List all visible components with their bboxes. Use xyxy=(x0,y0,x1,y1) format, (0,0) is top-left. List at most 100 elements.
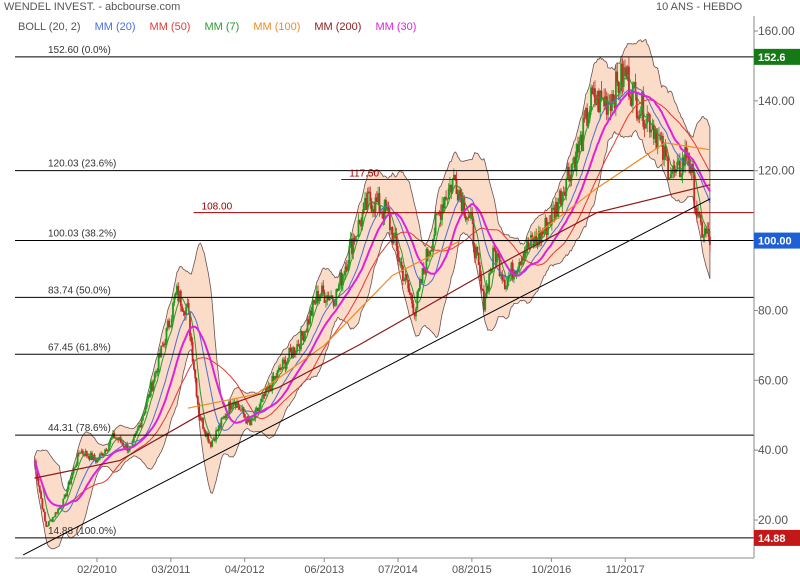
candle-body xyxy=(570,164,573,181)
candle-body xyxy=(139,425,142,428)
candle-body xyxy=(193,361,195,370)
candle-body xyxy=(305,331,308,332)
candle-body xyxy=(117,438,120,441)
candle-body xyxy=(343,274,346,276)
candle-body xyxy=(186,303,189,307)
candle-body xyxy=(511,262,514,280)
resistance-levels: 117.50 108.00 xyxy=(193,168,754,214)
candle-body xyxy=(76,452,79,465)
candle-body xyxy=(496,253,498,263)
candle-body xyxy=(630,98,633,106)
candle-body xyxy=(105,449,108,452)
fibonacci-levels: 152.60 (0.0%) 120.03 (23.6%) 100.03 (38.2%… xyxy=(15,45,754,539)
candle-body xyxy=(543,230,545,234)
y-tick-label: 140.00 xyxy=(758,94,795,108)
candle-body xyxy=(446,198,449,200)
fib-label: 120.03 (23.6%) xyxy=(48,159,116,170)
candle-body xyxy=(472,219,475,246)
candle-body xyxy=(207,432,210,442)
y-tick-label: 40.00 xyxy=(758,443,788,457)
candle-body xyxy=(375,197,378,203)
candle-body xyxy=(468,215,471,218)
candle-body xyxy=(498,256,501,276)
candle-body xyxy=(338,284,340,291)
candle-body xyxy=(132,437,135,442)
candle-body xyxy=(237,402,240,407)
candle-body xyxy=(560,190,562,206)
candle-body xyxy=(417,288,420,292)
ma-30-line xyxy=(33,90,711,508)
candle-body xyxy=(617,81,620,93)
candle-body xyxy=(95,459,97,463)
candle-body xyxy=(702,235,705,238)
candle-body xyxy=(165,327,168,345)
candle-body xyxy=(230,406,233,410)
candle-body xyxy=(434,214,437,235)
candle-body xyxy=(352,237,355,255)
candle-body xyxy=(302,335,305,342)
candle-body xyxy=(671,170,673,175)
candle-body xyxy=(304,331,306,342)
candle-body xyxy=(62,498,65,507)
candle-body xyxy=(168,320,170,328)
candle-body xyxy=(416,291,419,309)
candle-body xyxy=(152,381,155,392)
candle-body xyxy=(249,421,251,426)
candle-body xyxy=(582,117,585,152)
candle-body xyxy=(190,336,193,342)
candle-body xyxy=(437,213,440,215)
candle-body xyxy=(554,201,557,219)
candle-body xyxy=(160,345,163,358)
candle-body xyxy=(631,83,634,106)
fib-label: 67.45 (61.8%) xyxy=(48,342,111,353)
candle-body xyxy=(203,428,206,432)
candle-body xyxy=(280,368,283,370)
candle-body xyxy=(494,249,497,263)
candle-body xyxy=(409,292,412,295)
candle-body xyxy=(185,306,187,316)
candle-body xyxy=(523,251,526,261)
candle-body xyxy=(228,401,231,415)
candle-body xyxy=(637,117,639,120)
candle-body xyxy=(144,406,147,414)
candle-body xyxy=(135,431,138,434)
candle-body xyxy=(183,312,186,316)
candle-body xyxy=(578,141,581,153)
candle-body xyxy=(607,102,609,115)
y-tick-label: 120.00 xyxy=(758,164,795,178)
candle-body xyxy=(131,441,134,447)
candle-body xyxy=(394,232,396,234)
candle-body xyxy=(374,197,377,213)
candle-body xyxy=(217,425,220,432)
candle-body xyxy=(110,438,113,440)
candle-body xyxy=(138,425,140,429)
candle-body xyxy=(277,367,280,371)
candle-body xyxy=(142,415,144,420)
candle-body xyxy=(605,96,608,115)
candle-body xyxy=(464,215,467,220)
candle-body xyxy=(616,71,619,82)
candle-body xyxy=(633,82,636,84)
candle-body xyxy=(391,227,394,244)
candle-body xyxy=(692,164,694,173)
legend-item: MM (100) xyxy=(253,21,301,33)
candle-body xyxy=(61,506,63,508)
candle-body xyxy=(324,301,327,303)
candle-body xyxy=(452,174,455,180)
candle-body xyxy=(601,97,604,99)
candle-body xyxy=(195,378,198,397)
candle-body xyxy=(198,404,201,418)
candle-body xyxy=(179,290,182,307)
candle-body xyxy=(528,245,531,248)
axes: 20.00 40.00 60.00 80.00 100.00 120.00 140.00 16… xyxy=(15,16,795,576)
candle-body xyxy=(166,320,169,328)
candle-body xyxy=(172,302,174,319)
candle-body xyxy=(579,134,582,142)
candle-body xyxy=(267,384,270,390)
candle-body xyxy=(639,113,642,116)
candle-body xyxy=(101,453,104,457)
candle-body xyxy=(213,438,216,441)
candle-body xyxy=(668,178,671,180)
candle-body xyxy=(544,218,547,231)
